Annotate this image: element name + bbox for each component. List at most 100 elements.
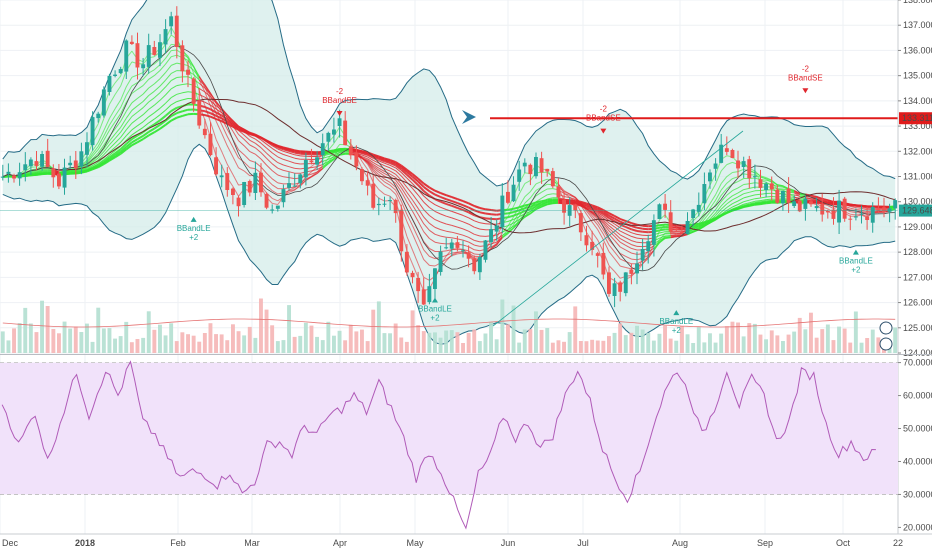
ma-ribbon-segment xyxy=(591,231,599,241)
ma-ribbon-segment xyxy=(816,196,823,199)
ma-ribbon-segment xyxy=(737,197,744,202)
ma-ribbon-segment xyxy=(440,196,447,201)
ma-ribbon-segment xyxy=(389,164,396,169)
ma-ribbon-segment xyxy=(271,190,279,195)
ma-ribbon-segment xyxy=(665,237,671,239)
arrow-up-icon xyxy=(190,216,197,222)
ma-ribbon-segment xyxy=(423,231,430,239)
ma-ribbon-segment xyxy=(810,196,817,199)
ma-ribbon-segment xyxy=(726,190,733,196)
candle-body xyxy=(612,283,617,296)
ma-ribbon-segment xyxy=(204,87,211,95)
candle-body xyxy=(399,209,404,252)
volume-bar xyxy=(578,341,583,353)
ma-ribbon-segment xyxy=(97,154,105,161)
ma-ribbon-segment xyxy=(760,176,767,179)
volume-bar xyxy=(214,334,218,353)
ma-ribbon-segment xyxy=(625,244,632,249)
ma-ribbon-segment xyxy=(384,193,391,197)
ma-ribbon-segment xyxy=(187,59,194,68)
ma-ribbon-segment xyxy=(215,118,223,123)
ma-ribbon-segment xyxy=(726,199,733,205)
candle-body xyxy=(736,160,740,169)
ma-ribbon-segment xyxy=(507,218,514,222)
ma-ribbon-segment xyxy=(170,77,178,81)
ma-ribbon-segment xyxy=(440,250,447,252)
x-axis-tick: Feb xyxy=(170,538,186,548)
oscillator-axis-tick: 40.0000 xyxy=(903,456,932,466)
ma-ribbon-segment xyxy=(535,202,542,206)
volume-bar xyxy=(539,329,544,353)
x-axis-tick: Sep xyxy=(757,538,773,548)
candle-body xyxy=(489,229,493,243)
ma-ribbon-segment xyxy=(316,167,323,173)
candle-body xyxy=(264,193,269,208)
ma-ribbon-segment xyxy=(445,255,453,260)
ma-ribbon-segment xyxy=(136,131,144,137)
ma-ribbon-segment xyxy=(720,188,728,196)
ma-ribbon-segment xyxy=(720,182,728,191)
ma-ribbon-segment xyxy=(333,150,340,154)
ma-ribbon-segment xyxy=(327,143,335,151)
ma-ribbon-segment xyxy=(75,169,82,173)
ma-ribbon-segment xyxy=(255,153,262,160)
ma-ribbon-segment xyxy=(294,184,301,188)
x-axis-tick: Dec xyxy=(2,538,19,548)
ma-ribbon-segment xyxy=(406,173,414,181)
ma-ribbon-segment xyxy=(255,162,262,168)
ma-ribbon-segment xyxy=(277,156,284,160)
ma-ribbon-segment xyxy=(524,191,531,198)
ma-ribbon-segment xyxy=(395,162,402,169)
ma-ribbon-segment xyxy=(777,188,783,191)
ma-ribbon-segment xyxy=(294,149,301,153)
ma-ribbon-segment xyxy=(210,112,217,117)
ma-ribbon-segment xyxy=(153,127,161,134)
candle-body xyxy=(578,213,583,233)
ma-ribbon-segment xyxy=(120,129,127,138)
ma-ribbon-segment xyxy=(198,83,206,89)
ma-ribbon-segment xyxy=(440,200,447,205)
ma-ribbon-segment xyxy=(92,157,99,163)
candle-body xyxy=(629,269,634,274)
ma-ribbon-segment xyxy=(114,121,122,130)
ma-ribbon-segment xyxy=(647,247,655,253)
oscillator-axis-tick: 60.0000 xyxy=(903,391,932,401)
ma-ribbon-segment xyxy=(591,206,599,211)
ma-ribbon-segment xyxy=(535,186,542,191)
candle-body xyxy=(62,167,67,188)
ma-ribbon-segment xyxy=(490,244,497,250)
ma-ribbon-segment xyxy=(507,216,514,227)
ma-ribbon-segment xyxy=(631,225,638,229)
x-axis-tick: Mar xyxy=(244,538,260,548)
ma-ribbon-segment xyxy=(187,65,194,71)
ma-ribbon-segment xyxy=(462,244,469,248)
ma-ribbon-segment xyxy=(238,127,245,132)
ma-ribbon-segment xyxy=(148,123,155,129)
volume-bar xyxy=(180,332,185,353)
arrow-up-icon xyxy=(431,297,438,303)
volume-bar xyxy=(584,341,589,353)
ma-ribbon-segment xyxy=(97,151,105,159)
volume-bar xyxy=(253,337,258,353)
candle-body xyxy=(584,235,589,246)
ma-ribbon-segment xyxy=(446,252,452,256)
candle-body xyxy=(169,16,174,27)
ma-ribbon-segment xyxy=(608,222,615,228)
ma-ribbon-segment xyxy=(159,86,166,94)
ma-ribbon-segment xyxy=(148,83,155,89)
ma-ribbon-segment xyxy=(395,161,402,167)
volume-bar xyxy=(562,341,566,353)
volume-bar xyxy=(455,332,460,353)
settings-icon xyxy=(879,321,893,335)
ma-ribbon-segment xyxy=(120,148,127,155)
ma-ribbon-segment xyxy=(597,210,604,215)
ma-ribbon-segment xyxy=(412,263,419,278)
ma-ribbon-segment xyxy=(159,63,166,71)
volume-bar xyxy=(107,328,112,353)
ma-ribbon-segment xyxy=(541,200,548,205)
ma-ribbon-segment xyxy=(429,238,436,243)
ma-ribbon-segment xyxy=(518,204,526,209)
ma-ribbon-segment xyxy=(384,162,391,166)
volume-bar xyxy=(141,337,146,353)
ma-ribbon-segment xyxy=(446,236,452,239)
